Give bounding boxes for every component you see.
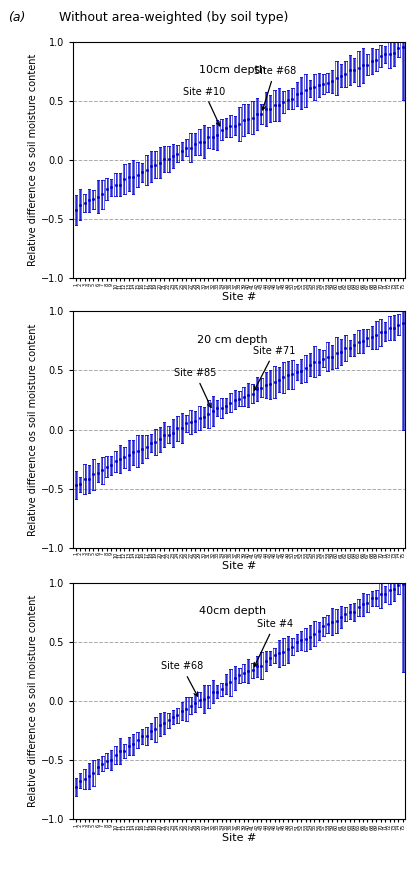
Y-axis label: Relative difference os soil moisture content: Relative difference os soil moisture con… (28, 595, 38, 807)
Text: Site #85: Site #85 (174, 368, 216, 408)
X-axis label: Site #: Site # (222, 833, 257, 842)
Text: Site #10: Site #10 (183, 87, 225, 126)
Text: 40cm depth: 40cm depth (199, 606, 266, 616)
Text: 10cm depth: 10cm depth (199, 65, 266, 75)
Text: Site #71: Site #71 (253, 346, 296, 390)
X-axis label: Site #: Site # (222, 561, 257, 571)
Text: (a): (a) (8, 11, 26, 24)
Text: Without area-weighted (by soil type): Without area-weighted (by soil type) (59, 11, 288, 24)
Text: Site #4: Site #4 (254, 619, 293, 667)
Text: 20 cm depth: 20 cm depth (197, 335, 268, 345)
Y-axis label: Relative difference os soil moisture content: Relative difference os soil moisture con… (28, 54, 38, 266)
Y-axis label: Relative difference os soil moisture content: Relative difference os soil moisture con… (28, 324, 38, 536)
Text: Site #68: Site #68 (161, 661, 203, 697)
Text: Site #68: Site #68 (254, 66, 296, 110)
X-axis label: Site #: Site # (222, 292, 257, 301)
